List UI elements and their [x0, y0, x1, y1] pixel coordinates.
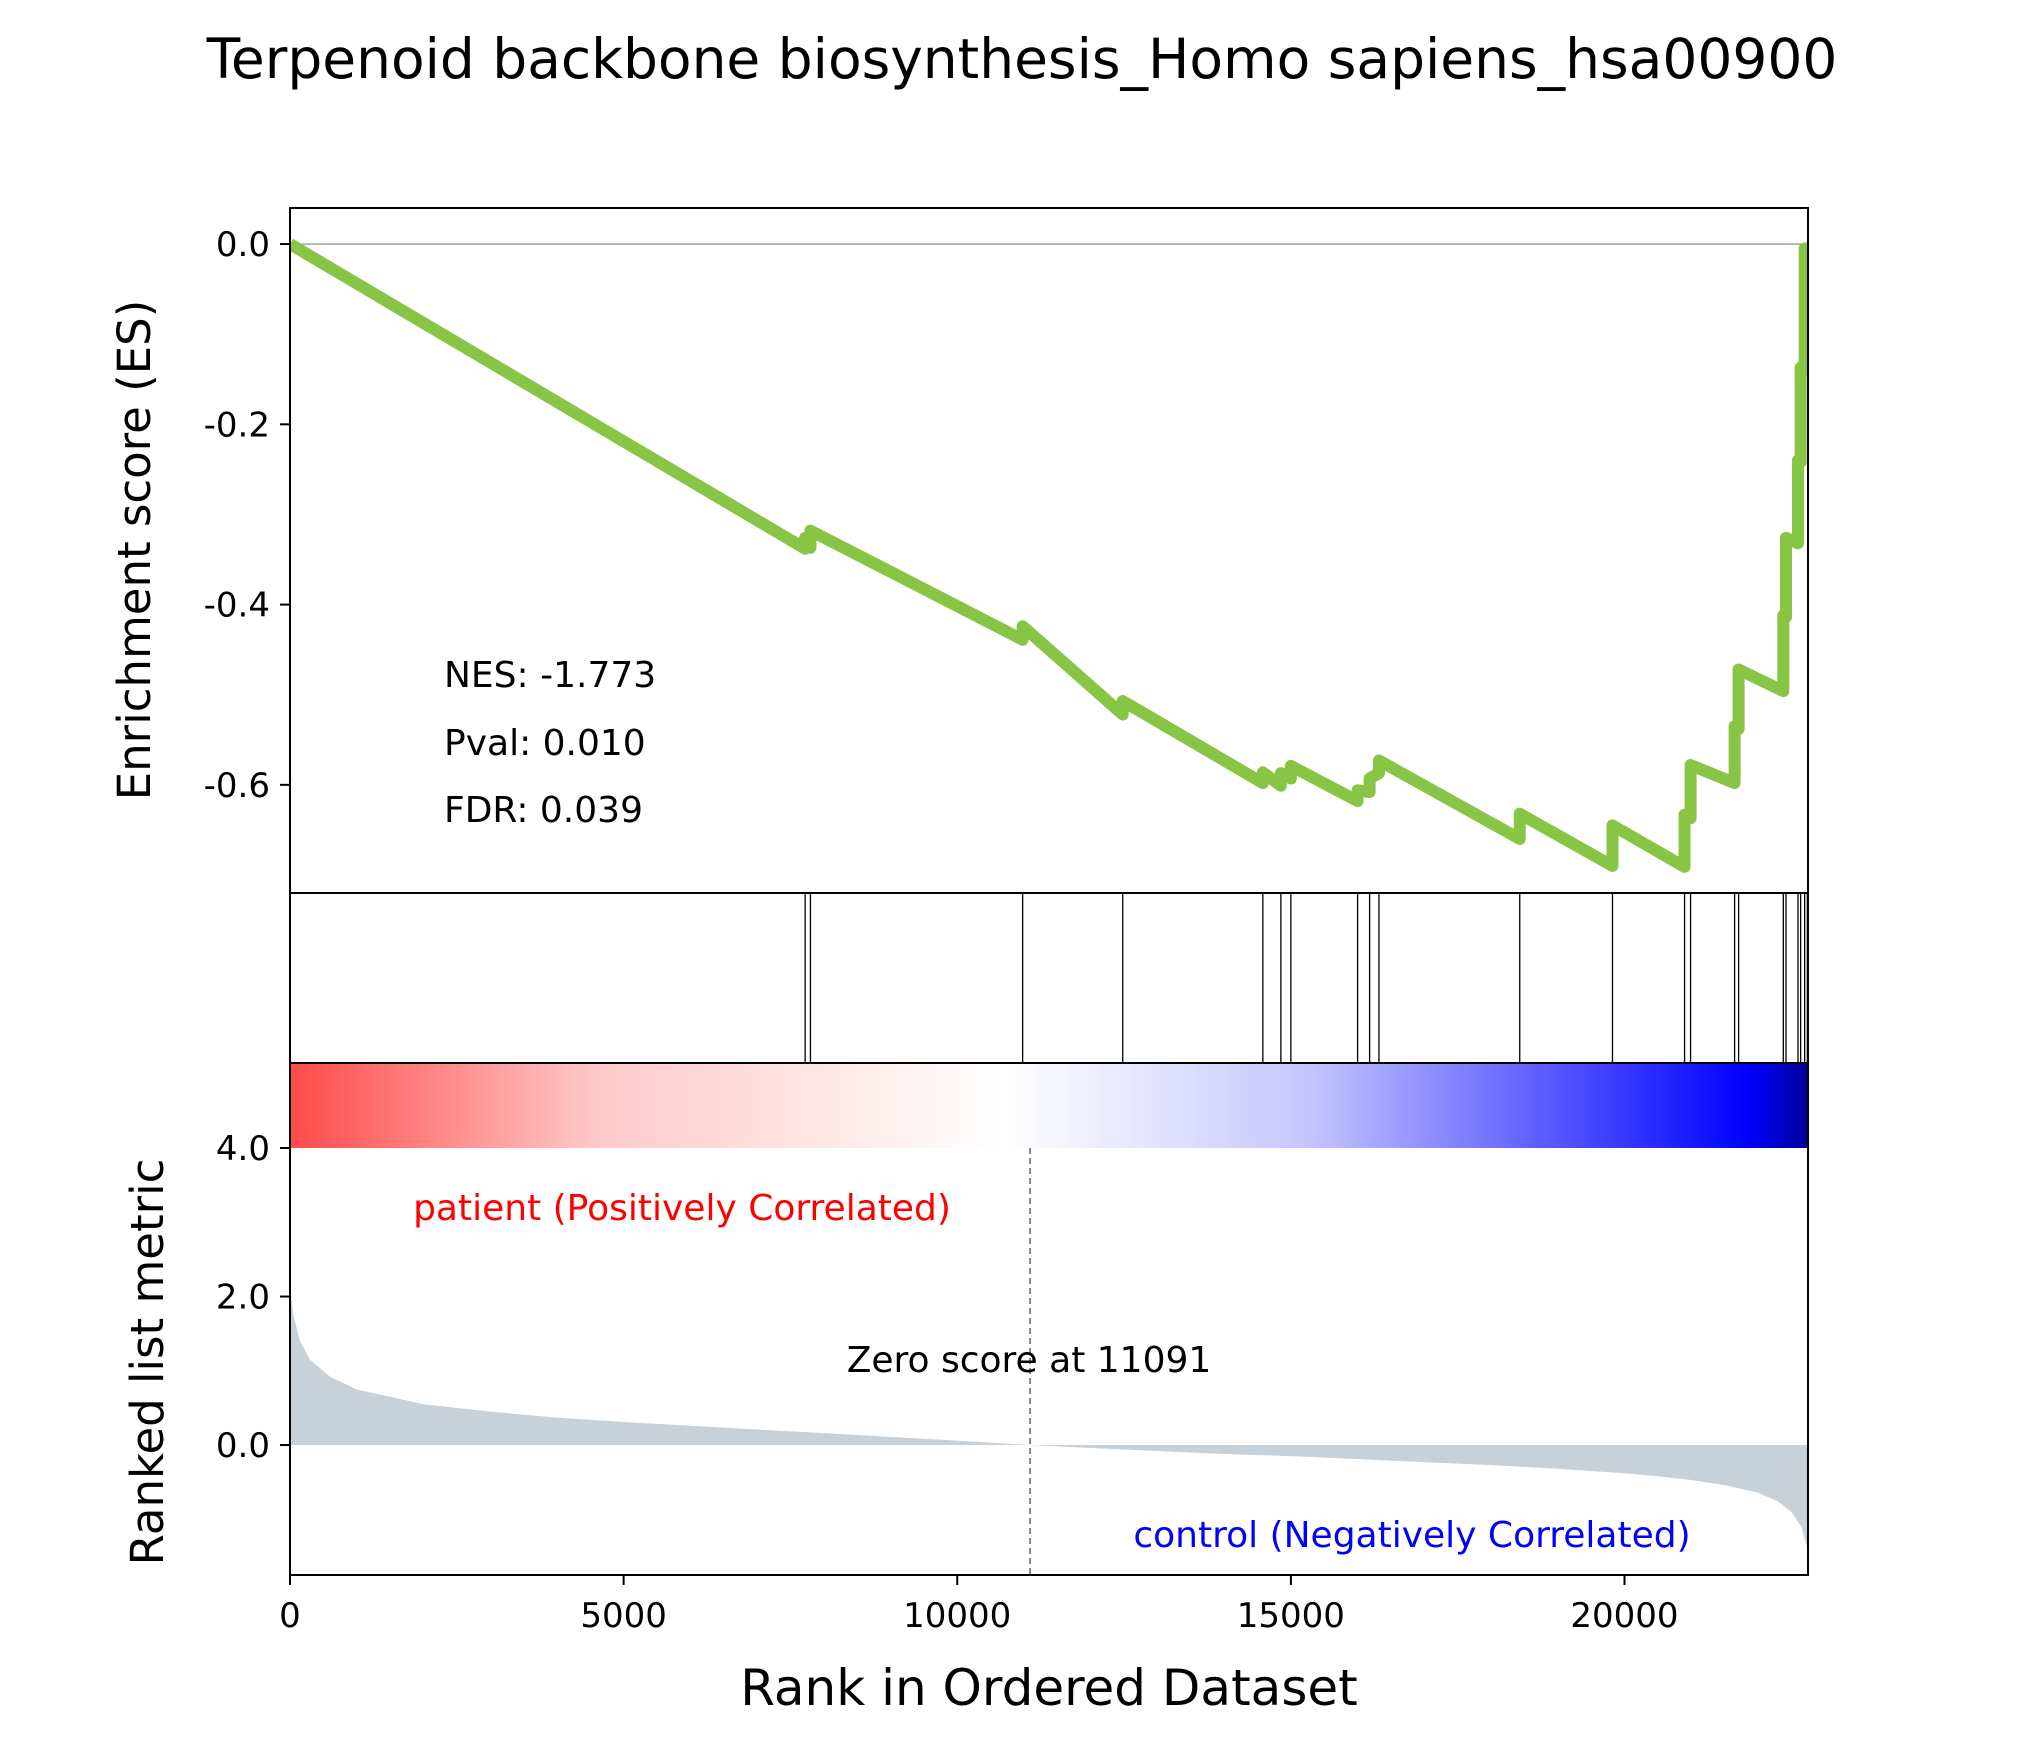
fdr-stat: FDR: 0.039: [444, 790, 643, 831]
positive-label: patient (Positively Correlated): [413, 1188, 951, 1229]
x-axis: 0 5000 10000 15000 20000: [279, 1575, 1679, 1636]
es-tick-label: -0.2: [204, 405, 270, 445]
x-tick-label: 0: [279, 1596, 301, 1636]
x-tick-label: 5000: [580, 1596, 667, 1636]
x-tick-label: 10000: [903, 1596, 1011, 1636]
chart-title: Terpenoid backbone biosynthesis_Homo sap…: [206, 27, 1838, 91]
pval-stat: Pval: 0.010: [444, 723, 646, 764]
x-axis-label: Rank in Ordered Dataset: [740, 1659, 1357, 1717]
hits-panel: [289, 892, 1809, 1064]
rank-frame: [289, 1062, 1809, 1576]
rank-metric-area: [290, 1285, 1808, 1551]
es-y-axis: 0.0 -0.2 -0.4 -0.6: [204, 225, 290, 806]
rank-tick-label: 4.0: [216, 1129, 270, 1169]
rank-panel: 4.0 2.0 0.0 Ranked list metric patient (Po…: [121, 1062, 1809, 1576]
hit-lines: [804, 893, 1808, 1063]
negative-label: control (Negatively Correlated): [1133, 1515, 1690, 1556]
x-tick-label: 15000: [1237, 1596, 1345, 1636]
zero-score-label: Zero score at 11091: [847, 1340, 1212, 1381]
rank-tick-label: 0.0: [216, 1426, 270, 1466]
nes-stat: NES: -1.773: [444, 655, 656, 696]
es-panel: 0.0 -0.2 -0.4 -0.6 Enrichment score (ES) NE…: [108, 207, 1809, 894]
es-y-label: Enrichment score (ES): [108, 300, 161, 801]
rank-y-axis: 4.0 2.0 0.0: [216, 1129, 290, 1466]
rank-tick-label: 2.0: [216, 1278, 270, 1318]
es-tick-label: 0.0: [216, 225, 270, 265]
es-tick-label: -0.4: [204, 586, 270, 626]
rank-gradient-bar: [290, 1063, 1808, 1148]
es-curve: [290, 238, 1808, 873]
es-tick-label: -0.6: [204, 766, 270, 806]
rank-y-label: Ranked list metric: [121, 1159, 174, 1566]
hits-frame: [289, 892, 1809, 1064]
x-tick-label: 20000: [1570, 1596, 1678, 1636]
